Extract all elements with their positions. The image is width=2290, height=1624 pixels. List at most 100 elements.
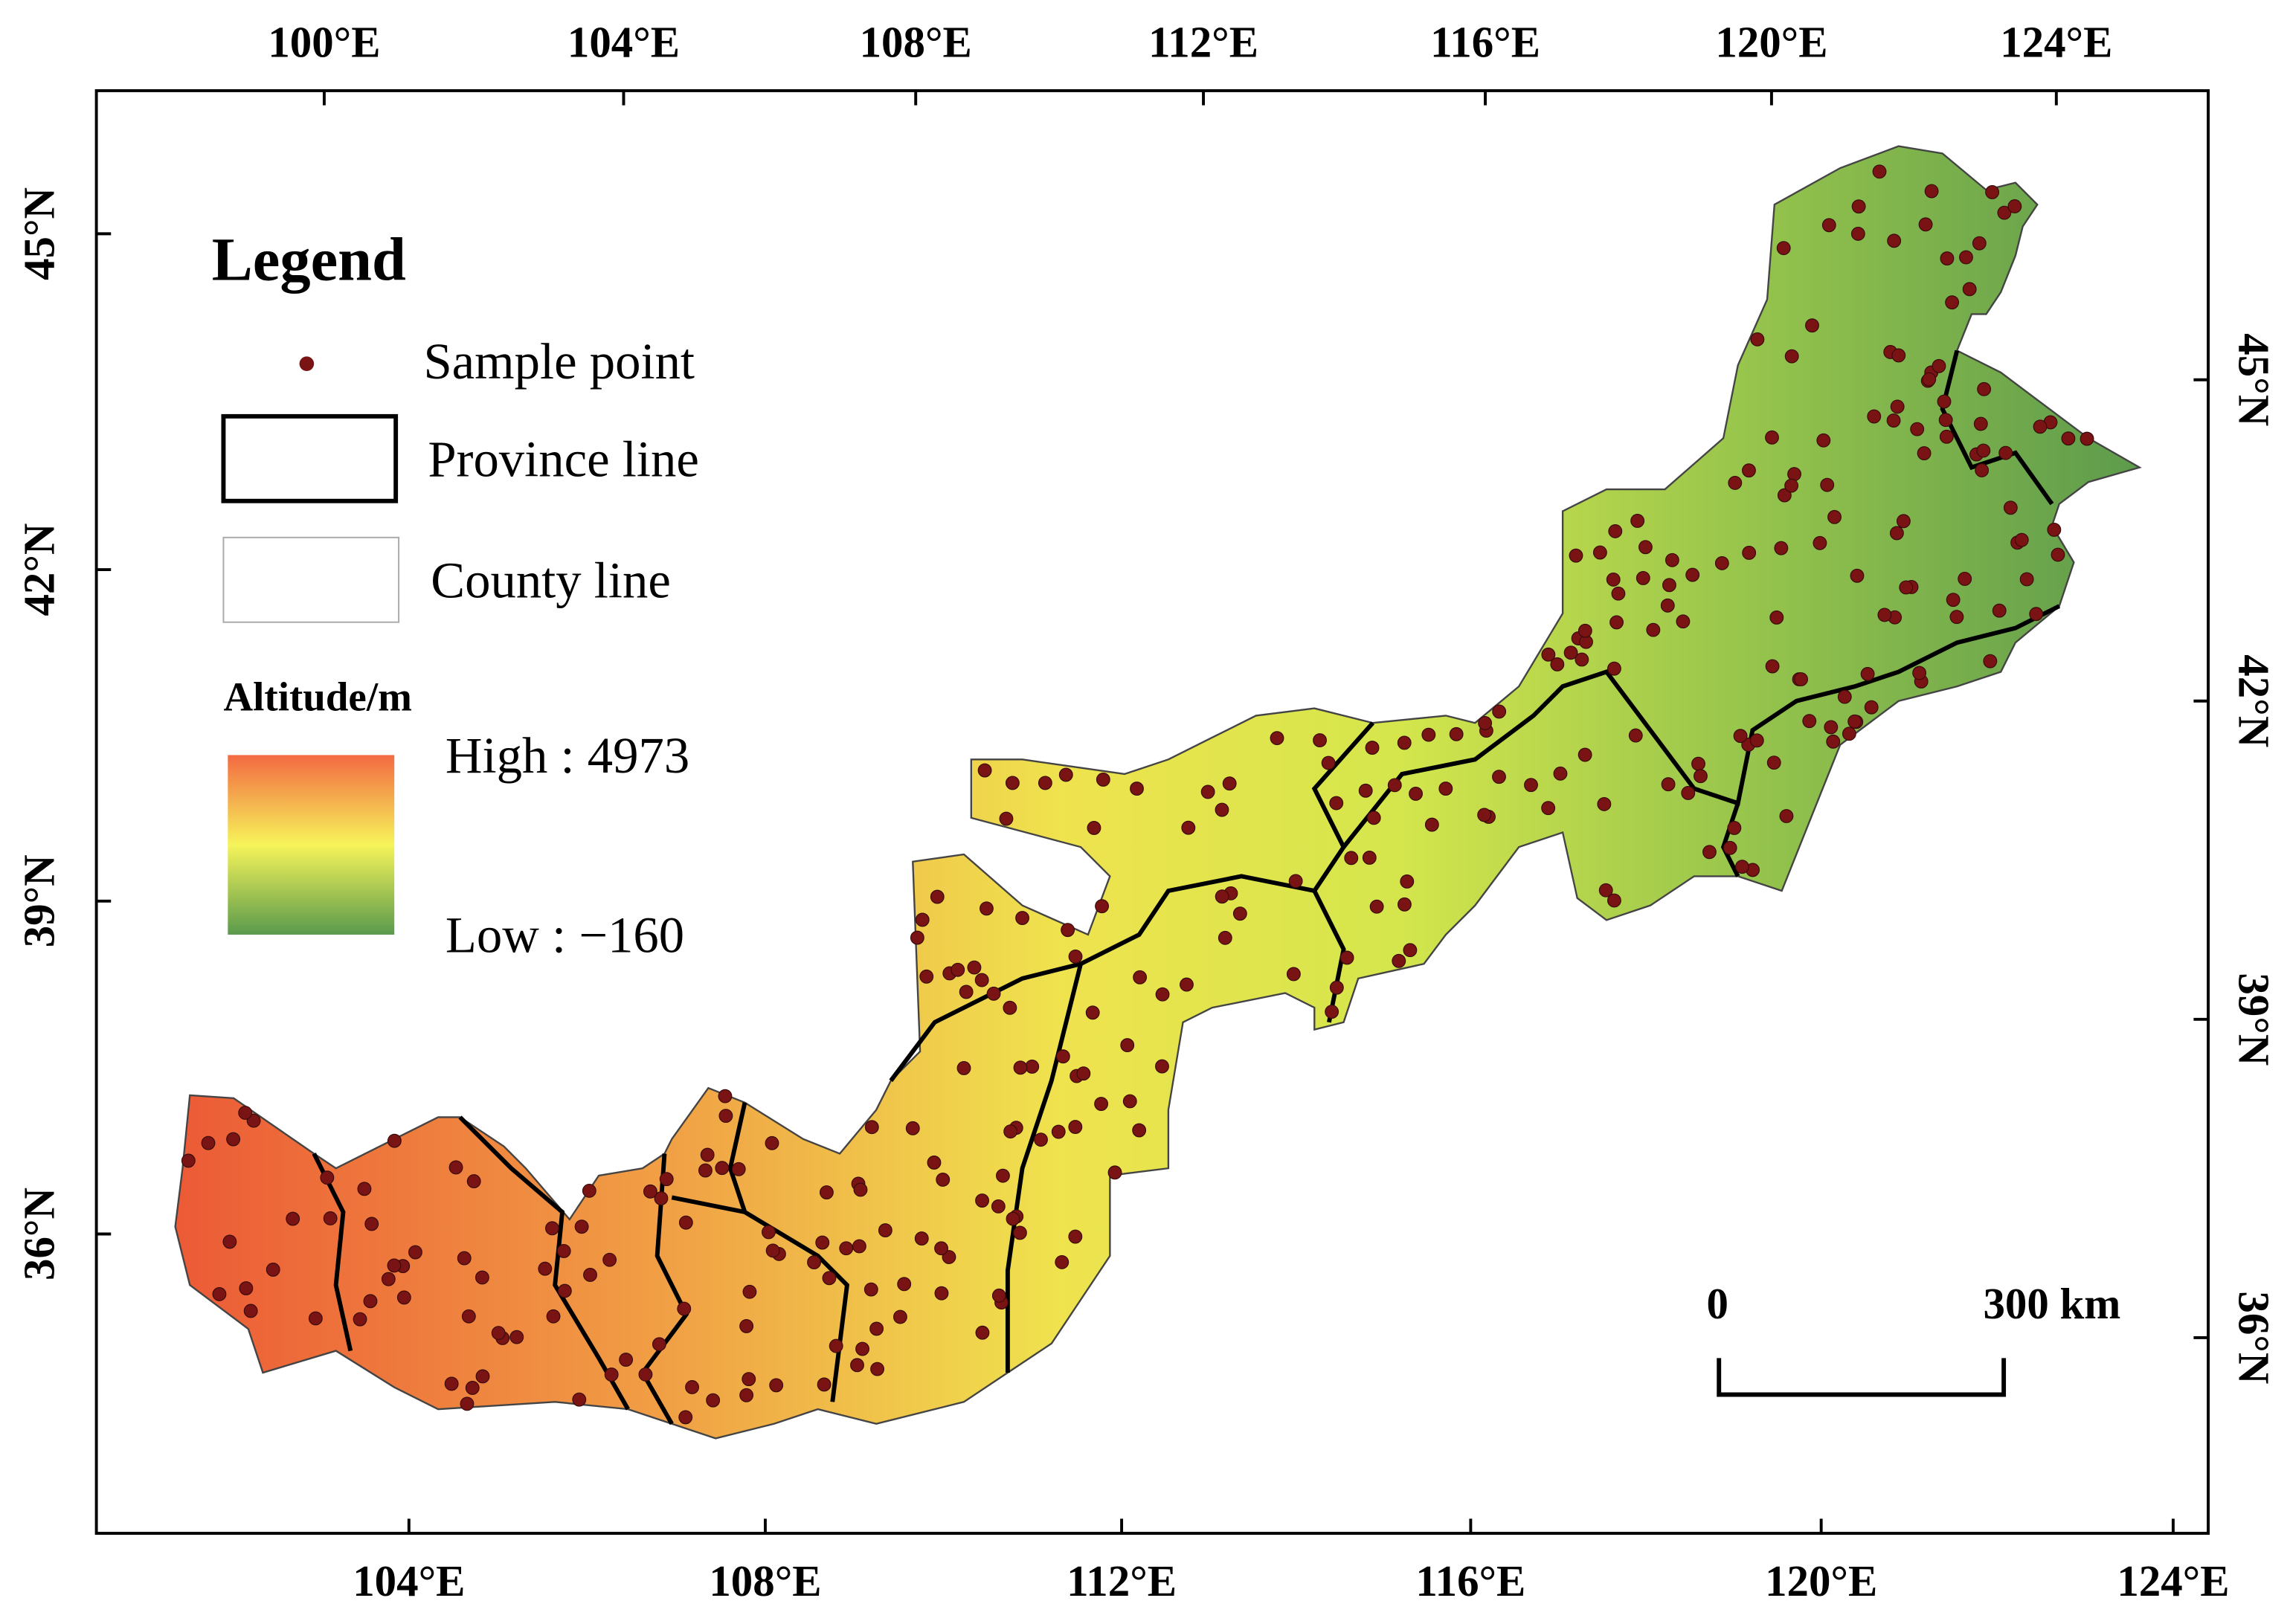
sample-point (765, 1135, 779, 1150)
sample-point (1765, 430, 1779, 445)
sample-point (1478, 715, 1493, 730)
sample-point (1918, 217, 1933, 232)
scale-bar (1717, 1358, 2007, 1397)
sample-point (2051, 547, 2065, 562)
sample-point (1975, 463, 1990, 477)
sample-point (1025, 1060, 1040, 1074)
sample-point (1889, 526, 1904, 541)
sample-point (1325, 1005, 1339, 1019)
sample-point (1723, 840, 1737, 855)
sample-point (444, 1376, 459, 1391)
sample-point (1013, 1060, 1028, 1075)
sample-point (1608, 523, 1623, 538)
sample-point (364, 1217, 379, 1231)
sample-point (1155, 1059, 1169, 1074)
sample-point (1003, 1000, 1017, 1015)
sample-point (739, 1388, 754, 1402)
sample-point (1837, 689, 1852, 704)
top-tick-label: 100°E (268, 19, 380, 67)
sample-point (1998, 445, 2013, 460)
sample-point (1992, 603, 2007, 618)
sample-point (1096, 772, 1110, 787)
sample-point (1886, 413, 1901, 428)
sample-point (212, 1286, 227, 1301)
sample-point (678, 1215, 693, 1230)
sample-point (915, 912, 930, 927)
sample-point (819, 1185, 834, 1199)
sample-point (1821, 218, 1836, 233)
sample-point (1824, 720, 1839, 735)
sample-point (323, 1211, 338, 1225)
sample-point (2047, 523, 2062, 537)
sample-point (914, 1231, 929, 1246)
sample-point (1068, 949, 1083, 964)
sample-point (863, 1282, 878, 1297)
sample-point (839, 1241, 854, 1256)
sample-point (1421, 727, 1436, 742)
sample-point (457, 1251, 472, 1266)
sample-point (1826, 734, 1841, 749)
sample-point (1387, 778, 1402, 793)
sample-point (1055, 1254, 1070, 1269)
sample-point (855, 1341, 869, 1356)
sample-point (1959, 250, 1973, 265)
sample-point (1776, 241, 1791, 256)
legend-point (299, 356, 315, 371)
sample-point (1133, 970, 1148, 985)
sample-point (1232, 906, 1247, 921)
sample-point (1628, 728, 1643, 743)
sample-point (1665, 552, 1679, 567)
top-tick-label: 104°E (567, 19, 680, 67)
sample-point (396, 1290, 411, 1305)
sample-point (980, 901, 994, 916)
sample-point (1541, 801, 1556, 816)
sample-point (850, 1358, 864, 1373)
sample-point (1015, 911, 1029, 925)
sample-point (1891, 348, 1906, 363)
sample-point (1181, 820, 1196, 835)
scale-start: 0 (1707, 1280, 1728, 1328)
sample-point (956, 1060, 971, 1075)
sample-point (1766, 755, 1781, 770)
sample-point (1130, 782, 1144, 796)
sample-point (2003, 500, 2018, 515)
sample-point (905, 1121, 920, 1135)
sample-point (1553, 766, 1568, 781)
sample-point (1222, 776, 1237, 791)
sample-point (1983, 654, 1998, 668)
sample-point (556, 1244, 571, 1258)
sample-point (991, 1288, 1006, 1303)
sample-point (2080, 431, 2094, 446)
sample-point (448, 1160, 463, 1175)
sample-point (238, 1106, 253, 1120)
sample-point (1787, 467, 1801, 482)
sample-point (1569, 548, 1583, 563)
sample-point (1769, 610, 1784, 625)
sample-point (869, 1321, 884, 1336)
sample-point (1398, 897, 1412, 912)
sample-point (545, 1221, 559, 1236)
sample-point (1609, 615, 1624, 630)
sample-point (1051, 1124, 1066, 1139)
sample-point (465, 1381, 480, 1395)
sample-point (1742, 546, 1757, 560)
sample-point (1676, 614, 1691, 629)
sample-point (807, 1255, 821, 1270)
sample-point (1813, 535, 1827, 550)
sample-point (951, 962, 965, 977)
sample-point (491, 1326, 506, 1341)
sample-point (1606, 572, 1621, 587)
sample-point (1945, 295, 1960, 310)
sample-point (1765, 659, 1780, 674)
sample-point (822, 1271, 837, 1286)
sample-point (408, 1245, 422, 1260)
sample-point (934, 1286, 949, 1301)
sample-point (286, 1211, 300, 1226)
sample-point (1087, 820, 1101, 835)
sample-point (991, 1199, 1006, 1214)
sample-point (1003, 1124, 1018, 1139)
right-tick-label: 39°N (2230, 973, 2278, 1066)
sample-point (1575, 652, 1589, 667)
sample-point (1339, 950, 1354, 965)
left-tick-label: 42°N (15, 523, 63, 616)
